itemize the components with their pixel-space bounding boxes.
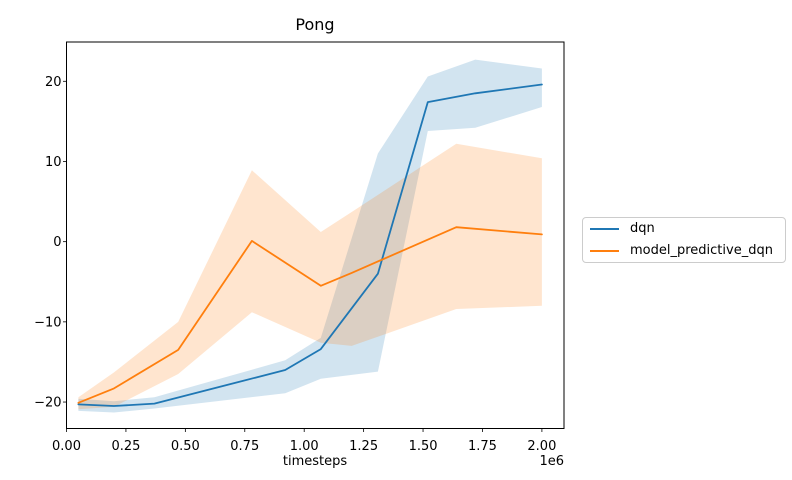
x-tick-label: 1.75: [468, 439, 497, 454]
x-tick-label: 2.00: [527, 439, 556, 454]
model-predictive-dqn-line-swatch: [590, 250, 619, 252]
x-tick-label: 1.50: [409, 439, 438, 454]
y-tick-label: −10: [34, 315, 61, 330]
dqn-line-swatch: [590, 228, 619, 230]
model_predictive_dqn-line: [77, 226, 543, 404]
dqn-band: [78, 59, 542, 413]
model_predictive_dqn-band: [78, 143, 542, 410]
x-tick-label: 0.00: [52, 439, 81, 454]
y-tick-label: 0: [53, 235, 61, 250]
legend: dqn model_predictive_dqn: [582, 217, 786, 263]
legend-item-model-predictive-dqn: model_predictive_dqn: [590, 242, 785, 260]
legend-label-model-predictive-dqn: model_predictive_dqn: [630, 243, 773, 258]
x-axis-label: timesteps: [282, 454, 348, 469]
x-tick-label: 0.50: [171, 439, 200, 454]
x-tick-label: 1.00: [290, 439, 319, 454]
y-tick-label: 20: [45, 75, 62, 90]
legend-label-dqn: dqn: [630, 221, 655, 236]
y-tick-label: 10: [45, 155, 62, 170]
axes-spines: [66, 41, 565, 429]
dqn-line: [77, 83, 543, 407]
x-tick-label: 0.75: [230, 439, 259, 454]
y-tick-label: −20: [34, 396, 61, 411]
x-tick-label: 0.25: [111, 439, 140, 454]
legend-item-dqn: dqn: [590, 220, 785, 238]
x-axis-offset-label: 1e6: [539, 454, 564, 469]
chart-title: Pong: [295, 15, 335, 34]
x-tick-label: 1.25: [349, 439, 378, 454]
